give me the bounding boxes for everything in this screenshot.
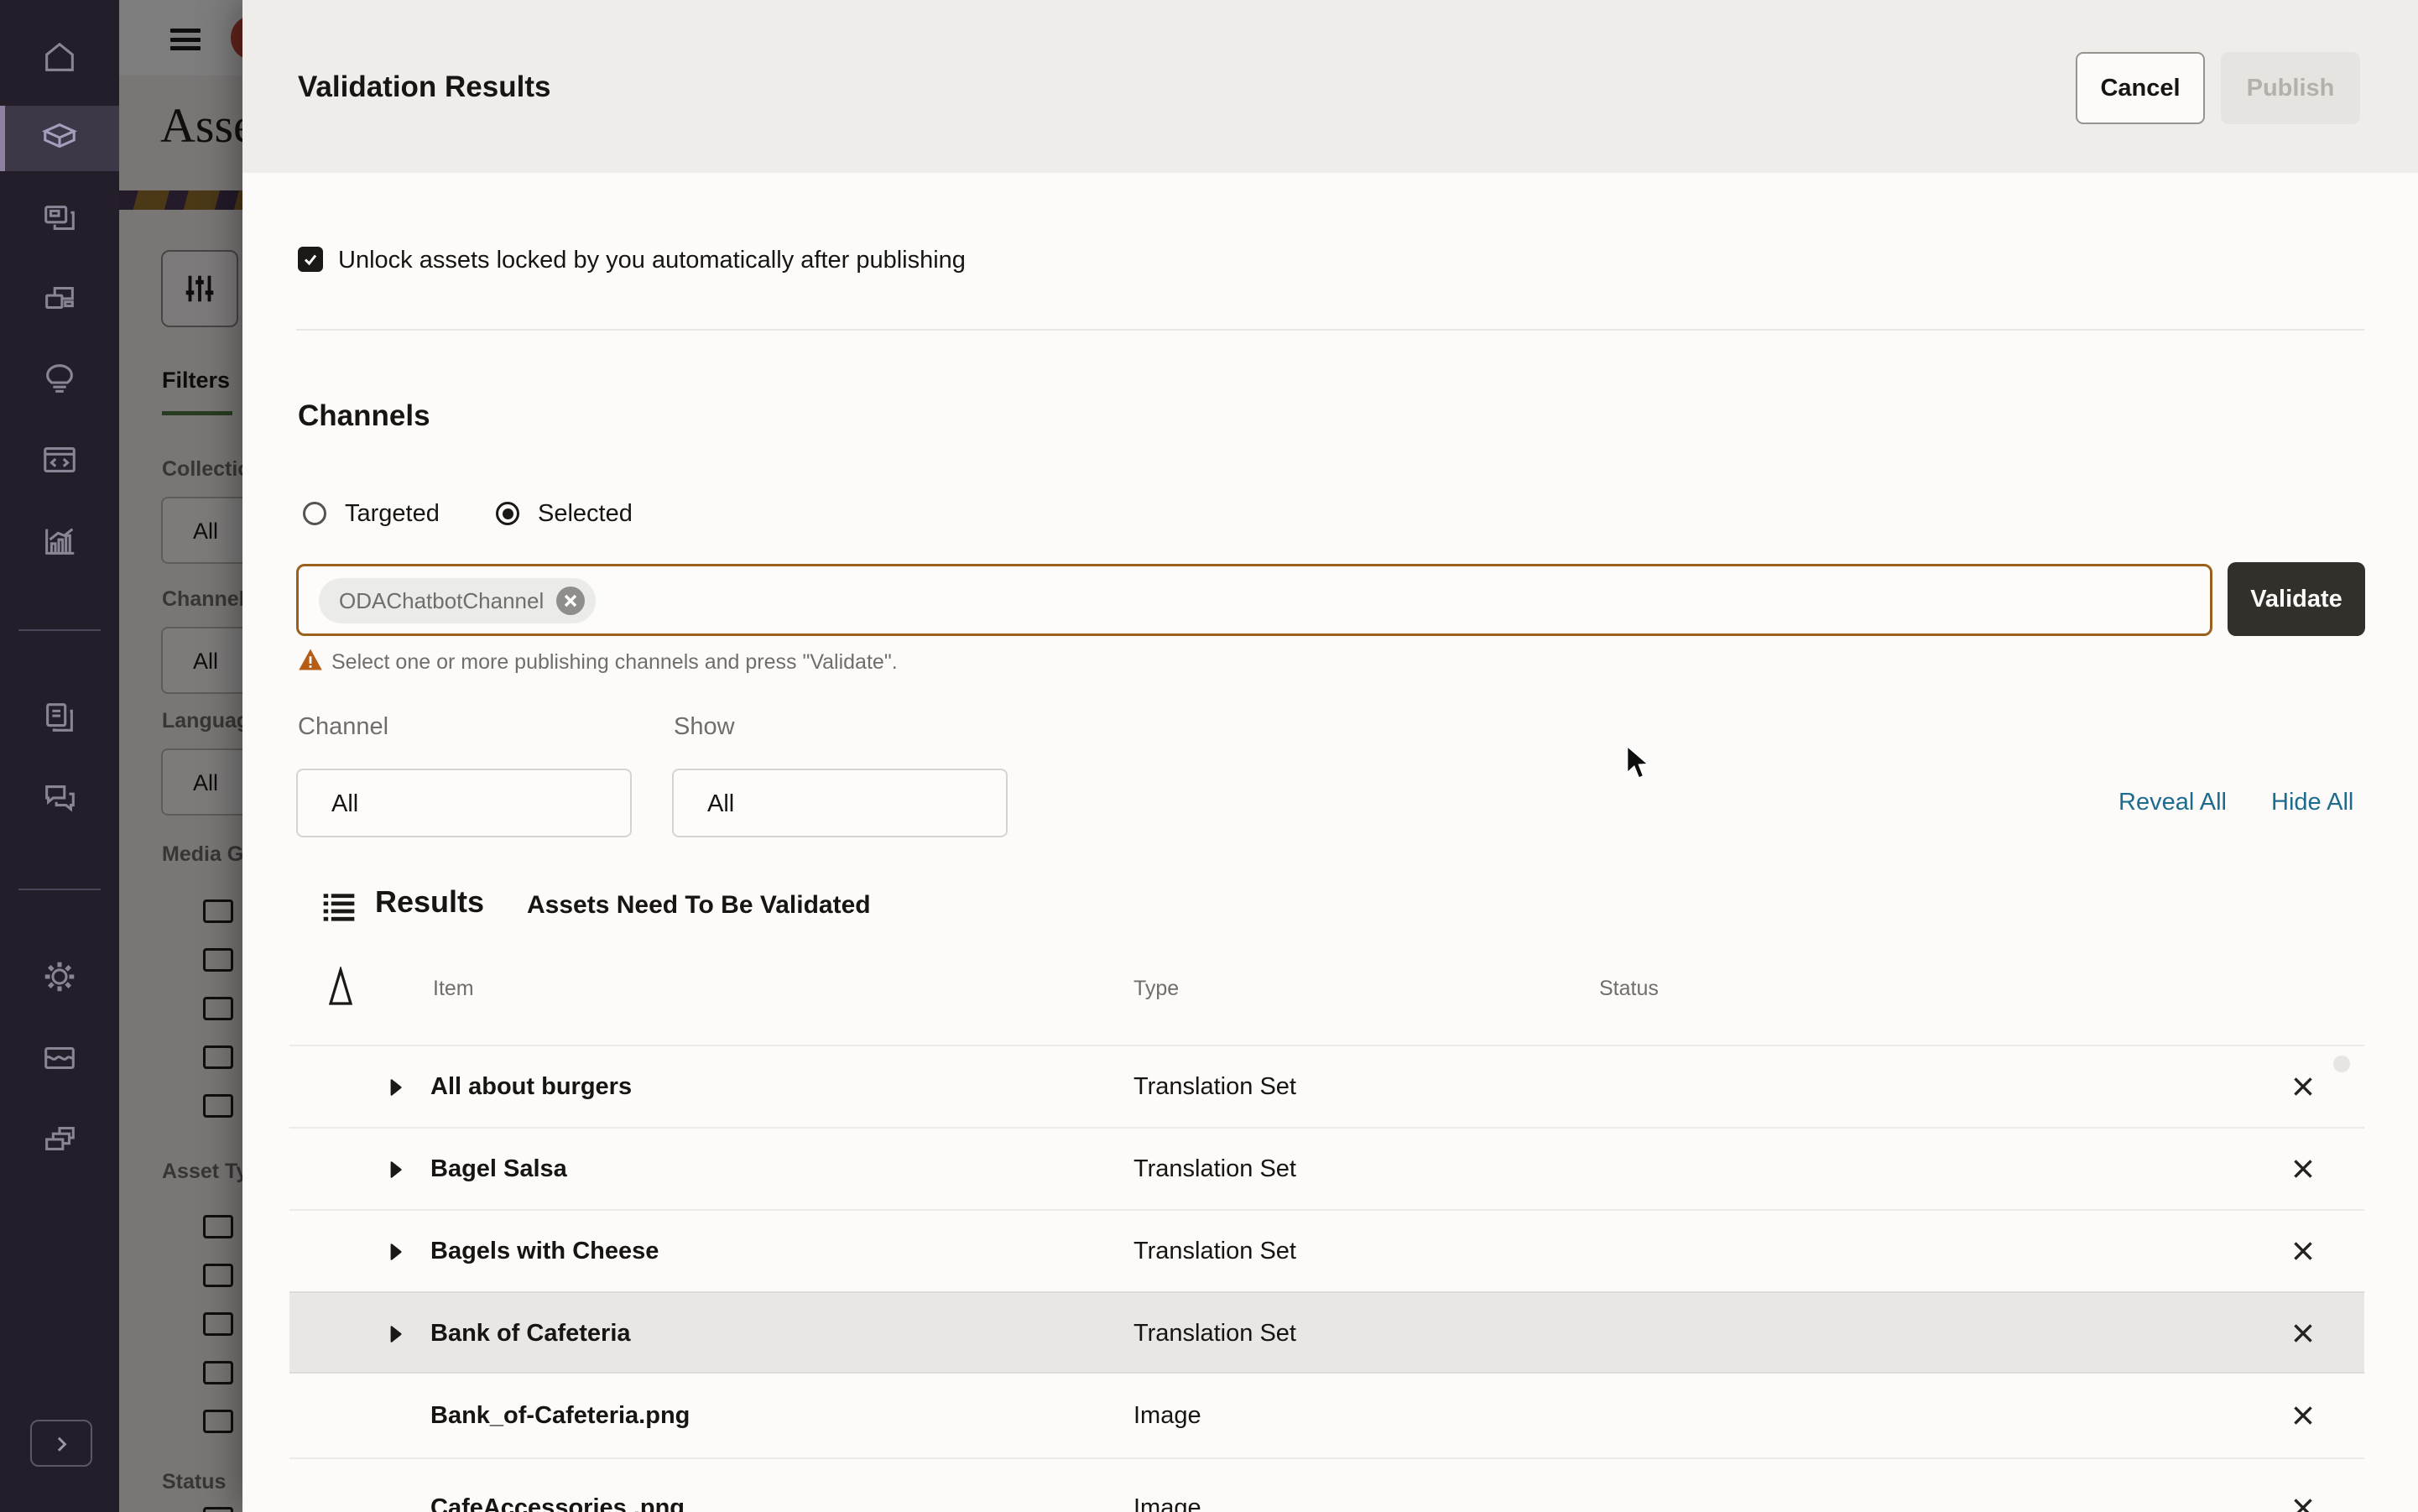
expand-caret-icon[interactable]: [384, 1241, 406, 1263]
sidebar-item-taxonomies[interactable]: [0, 347, 119, 411]
taxonomies-icon: [46, 364, 73, 393]
sidebar-item-developer[interactable]: [0, 428, 119, 492]
row-type: Image: [1133, 1402, 1201, 1429]
expand-caret-icon[interactable]: [384, 1323, 406, 1345]
integrations-puzzle-icon: [44, 1046, 75, 1070]
remove-row-icon[interactable]: [2288, 1493, 2318, 1512]
warning-message: Select one or more publishing channels a…: [331, 650, 898, 674]
results-list-icon: [323, 894, 355, 921]
background-assets-page: Assets Filters Collections All Channel A…: [119, 0, 242, 1512]
documents-icon: [46, 703, 73, 732]
expand-caret-icon[interactable]: [384, 1159, 406, 1181]
components-icon: [45, 286, 74, 310]
channel-chip: ODAChatbotChannel: [319, 578, 597, 623]
sidebar-item-documents[interactable]: [0, 686, 119, 749]
sidebar-divider: [18, 889, 101, 890]
sidebar-item-analytics[interactable]: [0, 509, 119, 573]
sidebar-item-assets[interactable]: [0, 106, 119, 169]
dialog-title: Validation Results: [298, 70, 551, 103]
modal-dim-overlay: [119, 0, 242, 1512]
show-filter-dropdown[interactable]: All: [672, 769, 1008, 837]
analytics-icon: [45, 528, 75, 555]
warning-icon: [299, 649, 322, 670]
row-item-name: Bank_of-Cafeteria.png: [430, 1402, 690, 1429]
dialog-header: [242, 0, 2418, 173]
table-row[interactable]: Bank_of-Cafeteria.png Image: [289, 1375, 2364, 1457]
remove-row-icon[interactable]: [2288, 1318, 2318, 1348]
sidebar-item-conversations[interactable]: [0, 765, 119, 829]
row-item-name: Bagel Salsa: [430, 1155, 567, 1182]
reveal-all-link[interactable]: Reveal All: [2118, 789, 2227, 816]
row-item-name: CafeAccessories .png: [430, 1494, 685, 1512]
table-row[interactable]: CafeAccessories .png Image: [289, 1457, 2364, 1512]
sidebar-item-integrations[interactable]: [0, 1026, 119, 1090]
channels-heading: Channels: [298, 399, 430, 432]
mouse-cursor: [1626, 745, 1650, 779]
section-divider: [296, 329, 2364, 331]
channel-chip-label: ODAChatbotChannel: [339, 587, 545, 613]
sidebar-item-components[interactable]: [0, 266, 119, 330]
row-type: Translation Set: [1133, 1073, 1296, 1100]
conversations-icon: [45, 785, 75, 812]
remove-row-icon[interactable]: [2288, 1400, 2318, 1431]
radio-selected[interactable]: [496, 502, 519, 525]
sites-icon: [44, 206, 75, 231]
settings-gear-icon: [44, 962, 75, 992]
table-row[interactable]: All about burgers Translation Set: [289, 1045, 2364, 1127]
warning-column-header-icon[interactable]: [327, 967, 354, 1007]
remove-row-icon[interactable]: [2288, 1071, 2318, 1102]
cancel-button[interactable]: Cancel: [2076, 52, 2205, 124]
sidebar-divider: [18, 629, 101, 631]
unlock-checkbox-label: Unlock assets locked by you automaticall…: [338, 247, 966, 274]
row-item-name: Bank of Cafeteria: [430, 1320, 631, 1347]
developer-icon: [44, 447, 76, 472]
hide-all-link[interactable]: Hide All: [2271, 789, 2354, 816]
check-icon: [304, 254, 317, 266]
table-row-highlighted[interactable]: Bank of Cafeteria Translation Set: [289, 1291, 2364, 1374]
scrollbar-thumb[interactable]: [2333, 1056, 2350, 1072]
remove-chip-icon[interactable]: [555, 586, 586, 616]
sidebar-item-sites[interactable]: [0, 187, 119, 251]
row-type: Translation Set: [1133, 1238, 1296, 1264]
channel-filter-dropdown[interactable]: All: [296, 769, 632, 837]
radio-targeted[interactable]: [303, 502, 326, 525]
radio-targeted-label: Targeted: [345, 500, 440, 527]
table-row[interactable]: Bagels with Cheese Translation Set: [289, 1209, 2364, 1291]
validation-results-dialog: Validation Results Cancel Publish Unlock…: [242, 0, 2418, 1512]
sidebar-item-apps[interactable]: [0, 1106, 119, 1170]
column-header-status[interactable]: Status: [1599, 977, 1659, 1000]
home-icon: [45, 42, 74, 71]
results-subheading: Assets Need To Be Validated: [527, 891, 871, 919]
results-heading: Results: [375, 884, 485, 919]
sidebar-item-settings[interactable]: [0, 945, 119, 1009]
sidebar-item-home[interactable]: [0, 25, 119, 89]
apps-stack-icon: [45, 1126, 75, 1150]
publish-button-disabled[interactable]: Publish: [2221, 52, 2360, 124]
column-header-item[interactable]: Item: [433, 977, 474, 1000]
radio-selected-label: Selected: [538, 500, 633, 527]
remove-row-icon[interactable]: [2288, 1154, 2318, 1184]
row-item-name: Bagels with Cheese: [430, 1238, 659, 1264]
expand-chevron-icon: [57, 1436, 67, 1452]
show-filter-label: Show: [674, 713, 735, 740]
row-item-name: All about burgers: [430, 1073, 633, 1100]
row-type: Translation Set: [1133, 1320, 1296, 1347]
left-nav-sidebar: [0, 0, 119, 1512]
channel-filter-label: Channel: [298, 713, 389, 740]
unlock-checkbox[interactable]: [298, 247, 323, 272]
remove-row-icon[interactable]: [2288, 1236, 2318, 1266]
row-type: Image: [1133, 1494, 1201, 1512]
assets-cube-icon: [41, 123, 78, 149]
active-accent-bar: [0, 106, 5, 171]
row-type: Translation Set: [1133, 1155, 1296, 1182]
column-header-type[interactable]: Type: [1133, 977, 1180, 1000]
validate-button[interactable]: Validate: [2228, 562, 2365, 636]
channel-select-input[interactable]: ODAChatbotChannel: [296, 564, 2212, 636]
expand-caret-icon[interactable]: [384, 1077, 406, 1098]
table-row[interactable]: Bagel Salsa Translation Set: [289, 1127, 2364, 1209]
sidebar-expand-button[interactable]: [30, 1420, 92, 1467]
